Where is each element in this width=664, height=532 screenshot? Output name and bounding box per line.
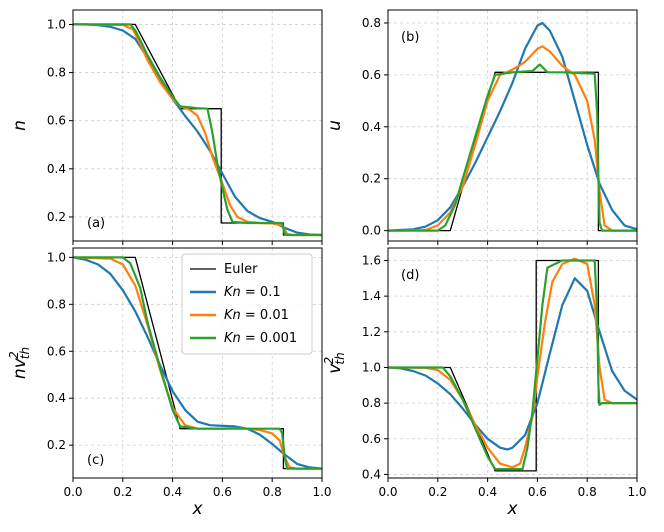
y-tick-label: 0.4 bbox=[362, 120, 381, 134]
series-line-kn-0-1 bbox=[388, 21, 637, 232]
y-tick-label: 0.4 bbox=[47, 391, 66, 405]
series-line-euler bbox=[73, 23, 322, 236]
panel-b: 0.8 0.6 0.4 0.2 0.0 (b) bbox=[362, 9, 638, 245]
series-line-kn-0-001 bbox=[388, 259, 637, 471]
series-line-kn-0-1 bbox=[73, 23, 322, 237]
legend-label: Kn = 0.1 bbox=[224, 285, 281, 300]
x-tick-label: 0.4 bbox=[163, 485, 182, 499]
series-line-kn-0-1 bbox=[388, 277, 637, 451]
y-tick-label: 1.0 bbox=[47, 17, 66, 31]
y-tick-label: 0.2 bbox=[47, 438, 66, 452]
x-tick-label: 0.2 bbox=[113, 485, 132, 499]
y-tick-label: 0.8 bbox=[362, 16, 381, 30]
y-tick-label: 0.8 bbox=[362, 396, 381, 410]
y-tick-label: 0.2 bbox=[47, 210, 66, 224]
y-tick-label: 0.2 bbox=[362, 172, 381, 186]
y-tick-label: 1.0 bbox=[362, 360, 381, 374]
series-line-kn-0-01 bbox=[388, 257, 637, 469]
y-axis-label: u bbox=[325, 120, 345, 131]
x-axis-label: x bbox=[191, 499, 203, 519]
legend-label: Euler bbox=[224, 262, 258, 277]
panel-c: 1.0 0.8 0.6 0.4 0.2 0.0 0.2 0.4 0.6 0.8 1.0 x (c) bbox=[47, 247, 332, 519]
x-tick-label: 0.8 bbox=[263, 485, 282, 499]
axes-frame bbox=[72, 9, 323, 242]
x-tick-label: 0.6 bbox=[213, 485, 232, 499]
y-axis-label: nvth2 bbox=[7, 347, 31, 379]
x-tick-label: 0.0 bbox=[378, 485, 397, 499]
y-tick-label: 0.0 bbox=[362, 224, 381, 238]
y-tick-label: 0.4 bbox=[362, 467, 381, 481]
axes-frame bbox=[72, 247, 323, 479]
y-axis-label: n bbox=[10, 120, 30, 131]
y-tick-label: 1.2 bbox=[362, 325, 381, 339]
y-tick-label: 1.6 bbox=[362, 253, 381, 267]
axes-frame bbox=[387, 247, 638, 479]
panel-a: 1.0 0.8 0.6 0.4 0.2 (a) bbox=[47, 9, 323, 245]
legend: Euler Kn = 0.1 Kn = 0.01 Kn = 0.001 bbox=[181, 253, 313, 355]
x-tick-label: 0.0 bbox=[63, 485, 82, 499]
y-tick-label: 1.4 bbox=[362, 289, 381, 303]
y-tick-label: 1.0 bbox=[47, 250, 66, 264]
y-tick-label: 0.8 bbox=[47, 297, 66, 311]
x-tick-label: 0.2 bbox=[428, 485, 447, 499]
panel-label: (c) bbox=[87, 453, 104, 468]
y-tick-label: 0.6 bbox=[362, 68, 381, 82]
x-axis-label: x bbox=[506, 499, 518, 519]
x-tick-label: 0.6 bbox=[528, 485, 547, 499]
series-line-kn-0-01 bbox=[73, 23, 322, 237]
x-tick-label: 1.0 bbox=[627, 485, 646, 499]
panel-label: (a) bbox=[87, 216, 105, 231]
series-line-kn-0-001 bbox=[73, 23, 322, 237]
axes-frame bbox=[387, 9, 638, 242]
legend-box bbox=[181, 253, 313, 355]
y-tick-label: 0.6 bbox=[47, 344, 66, 358]
y-tick-label: 0.8 bbox=[47, 66, 66, 80]
y-tick-label: 0.6 bbox=[47, 114, 66, 128]
y-tick-label: 0.6 bbox=[362, 432, 381, 446]
y-axis-label: vth2 bbox=[322, 352, 346, 373]
panel-label: (d) bbox=[401, 268, 419, 283]
legend-label: Kn = 0.01 bbox=[224, 308, 289, 323]
x-tick-label: 0.8 bbox=[578, 485, 597, 499]
panel-d: 1.6 1.4 1.2 1.0 0.8 0.6 0.4 0.0 0.2 0.4 0.6 0.8 1.0 x… bbox=[362, 247, 647, 519]
x-tick-label: 1.0 bbox=[312, 485, 331, 499]
x-tick-label: 0.4 bbox=[478, 485, 497, 499]
series-line-kn-0-001 bbox=[388, 63, 637, 232]
series-line-kn-0-1 bbox=[73, 256, 322, 470]
legend-label: Kn = 0.001 bbox=[224, 331, 297, 346]
panel-label: (b) bbox=[401, 30, 419, 45]
series-line-kn-0-001 bbox=[73, 256, 322, 470]
y-tick-label: 0.4 bbox=[47, 162, 66, 176]
